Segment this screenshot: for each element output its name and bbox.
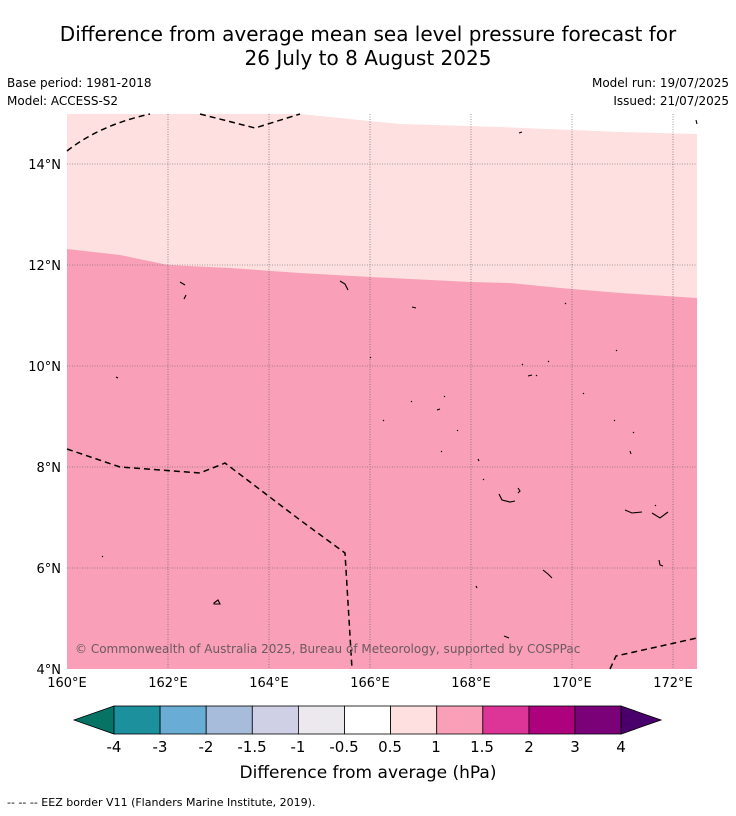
colorbar-tick-labels: -4 -3 -2 -1.5 -1 -0.5 0.5 1 1.5 2 3 4	[107, 738, 626, 756]
colorbar-label-4: 4	[616, 738, 626, 756]
colorbar-swatch	[574, 705, 622, 735]
lon-label-170e: 170°E	[552, 676, 592, 691]
colorbar-label-neg2: -2	[199, 738, 214, 756]
pressure-map: © Commonwealth of Australia 2025, Bureau…	[28, 113, 698, 783]
base-period: Base period: 1981-2018	[7, 76, 152, 90]
lat-label-8n: 8°N	[37, 461, 62, 476]
colorbar-label-3: 3	[570, 738, 580, 756]
colorbar-swatch	[297, 705, 345, 735]
lat-label-6n: 6°N	[37, 562, 62, 577]
model-name: Model: ACCESS-S2	[7, 94, 119, 108]
eez-legend-note: -- -- -- EEZ border V11 (Flanders Marine…	[7, 796, 316, 809]
colorbar-extend-high	[620, 705, 663, 735]
colorbar-swatch	[251, 705, 299, 735]
latitude-labels: 14°N 12°N 10°N 8°N 6°N 4°N	[28, 158, 61, 678]
lon-label-168e: 168°E	[451, 676, 491, 691]
lat-label-4n: 4°N	[37, 663, 62, 678]
lat-label-12n: 12°N	[28, 259, 61, 274]
issued-date: Issued: 21/07/2025	[613, 94, 729, 108]
colorbar-label-1-5: 1.5	[470, 738, 494, 756]
colorbar-swatch	[159, 705, 207, 735]
colorbar-swatch	[482, 705, 530, 735]
colorbar-label-1: 1	[431, 738, 441, 756]
title-line-2: 26 July to 8 August 2025	[244, 46, 492, 70]
colorbar-label-neg1-5: -1.5	[237, 738, 266, 756]
chart-title: Difference from average mean sea level p…	[0, 22, 736, 70]
islands	[101, 119, 698, 639]
colorbar-label-neg1: -1	[291, 738, 306, 756]
colorbar-swatch	[205, 705, 253, 735]
colorbar-swatch	[344, 705, 391, 735]
colorbar-swatch	[528, 705, 576, 735]
lon-label-160e: 160°E	[47, 676, 87, 691]
model-info: Base period: 1981-2018 Model: ACCESS-S2	[7, 74, 152, 110]
lon-label-162e: 162°E	[148, 676, 188, 691]
lon-label-164e: 164°E	[249, 676, 289, 691]
gridlines	[67, 114, 697, 669]
colorbar-label-neg4: -4	[107, 738, 122, 756]
colorbar-swatch	[390, 705, 438, 735]
longitude-labels: 160°E 162°E 164°E 166°E 168°E 170°E 172°…	[47, 676, 693, 691]
colorbar-title: Difference from average (hPa)	[240, 763, 497, 783]
title-line-1: Difference from average mean sea level p…	[59, 22, 677, 46]
pressure-band-light	[67, 114, 697, 298]
pressure-band-white	[67, 114, 697, 134]
eez-borders	[66, 113, 698, 670]
lat-label-10n: 10°N	[28, 360, 61, 375]
lon-label-166e: 166°E	[350, 676, 390, 691]
run-info: Model run: 19/07/2025 Issued: 21/07/2025	[592, 74, 729, 110]
colorbar-swatch	[436, 705, 484, 735]
colorbar-label-neg0-5: -0.5	[329, 738, 358, 756]
lon-label-172e: 172°E	[653, 676, 693, 691]
colorbar-label-0-5: 0.5	[378, 738, 402, 756]
model-run: Model run: 19/07/2025	[591, 76, 729, 90]
colorbar-label-neg3: -3	[153, 738, 168, 756]
lat-label-14n: 14°N	[28, 158, 61, 173]
colorbar-extend-low	[72, 705, 115, 735]
colorbar-swatch	[113, 705, 161, 735]
colorbar	[72, 705, 663, 735]
copyright-text: © Commonwealth of Australia 2025, Bureau…	[75, 642, 580, 656]
colorbar-label-2: 2	[524, 738, 534, 756]
